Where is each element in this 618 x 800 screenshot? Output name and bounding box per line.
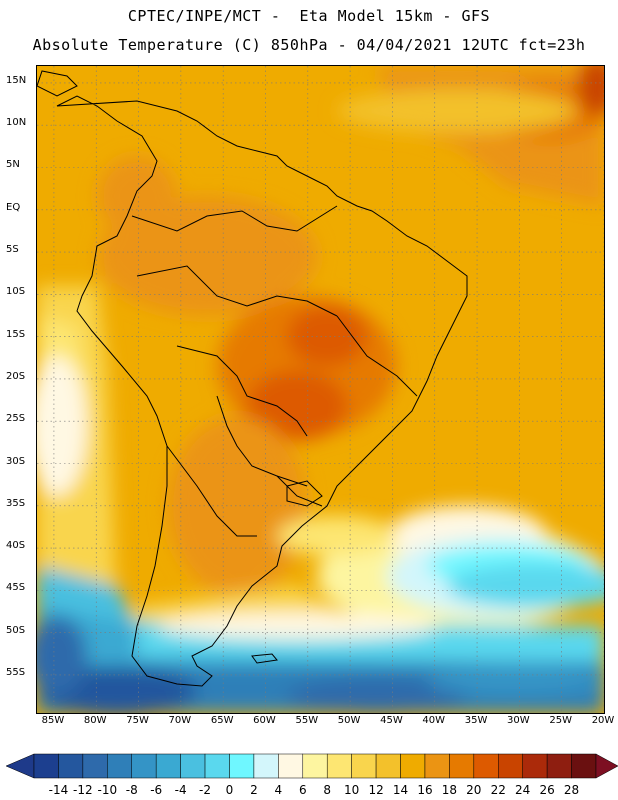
coastline (37, 70, 468, 687)
legend-tick-label: 22 (490, 783, 506, 797)
legend-tick-label: 18 (441, 783, 458, 797)
lat-tick-label: EQ (6, 201, 21, 213)
legend-tick-label: 0 (225, 783, 234, 797)
lat-tick-label: 35S (6, 497, 26, 509)
legend-tick-label: -8 (125, 783, 138, 797)
lon-tick-label: 55W (295, 715, 319, 726)
temperature-map (36, 65, 605, 714)
lon-tick-label: 45W (380, 715, 403, 726)
legend-swatch (400, 753, 426, 779)
legend-swatch (180, 753, 206, 779)
legend-tick-label: 14 (392, 783, 409, 797)
lon-tick-label: 40W (422, 715, 446, 726)
lat-tick-label: 45S (6, 582, 26, 594)
legend-tick-label: -4 (174, 783, 187, 797)
legend-tick-label: 12 (368, 783, 384, 797)
lon-tick-label: 25W (549, 715, 572, 726)
lat-tick-label: 10N (6, 117, 27, 129)
legend-swatch (33, 753, 59, 779)
legend-tick-label: 2 (250, 783, 258, 797)
legend-swatch (424, 753, 450, 779)
legend-swatch (473, 753, 499, 779)
legend-swatch (449, 753, 475, 779)
legend-tick-label: 16 (417, 783, 433, 797)
lon-tick-label: 75W (126, 715, 149, 726)
lat-tick-label: 5S (6, 244, 19, 256)
legend-tick-label: -2 (199, 783, 212, 797)
legend-swatch (326, 753, 352, 779)
legend-swatch (253, 753, 279, 779)
lon-tick-label: 35W (464, 715, 488, 726)
legend-tick-label: 20 (466, 783, 482, 797)
lon-tick-label: 80W (83, 715, 107, 726)
legend-tick-label: 4 (274, 783, 283, 797)
legend-swatch (302, 753, 328, 779)
legend-tick-label: 26 (539, 783, 555, 797)
legend-swatch (278, 753, 304, 779)
legend-swatch (155, 753, 181, 779)
lat-tick-label: 50S (6, 624, 26, 636)
legend-swatch (351, 753, 377, 779)
legend-swatch (204, 753, 230, 779)
legend-swatch (107, 753, 132, 779)
lat-tick-label: 10S (6, 286, 26, 298)
lat-tick-label: 40S (6, 540, 26, 552)
legend-swatch (375, 753, 401, 779)
legend-swatch (82, 753, 108, 779)
lat-tick-label: 5N (6, 159, 20, 171)
legend-tick-label: -14 (48, 783, 69, 797)
legend-tick-label: 10 (344, 783, 360, 797)
lat-tick-label: 20S (6, 370, 26, 382)
lat-tick-label: 15N (6, 74, 27, 86)
temperature-field (37, 66, 604, 713)
lon-tick-label: 70W (168, 715, 192, 726)
legend-swatch (58, 753, 84, 779)
lon-tick-label: 60W (253, 715, 276, 726)
lon-tick-label: 50W (337, 715, 361, 726)
chart-title-line1: CPTEC/INPE/MCT - Eta Model 15km - GFS (127, 7, 491, 25)
lon-tick-label: 65W (210, 715, 234, 726)
chart-title-line2: Absolute Temperature (C) 850hPa - 04/04/… (32, 36, 586, 54)
legend-tick-label: -6 (150, 783, 163, 797)
legend-tick-label: 6 (298, 783, 307, 797)
lon-tick-label: 30W (507, 715, 530, 726)
lon-tick-label: 85W (41, 715, 65, 726)
legend-swatch (229, 753, 255, 779)
color-legend (6, 753, 618, 779)
legend-swatch (498, 753, 523, 779)
legend-tick-label: 28 (563, 783, 580, 797)
lat-tick-label: 25S (6, 413, 26, 425)
legend-swatch (131, 753, 157, 779)
lat-tick-label: 30S (6, 455, 26, 467)
legend-tick-label: -12 (73, 783, 93, 797)
legend-tick-label: 8 (323, 783, 332, 797)
lat-tick-label: 15S (6, 328, 26, 340)
legend-tick-label: -10 (97, 783, 118, 797)
legend-under-arrow (6, 753, 35, 779)
legend-tick-label: 24 (515, 783, 531, 797)
legend-swatch (571, 753, 597, 779)
lat-tick-label: 55S (6, 666, 26, 678)
legend-over-arrow (595, 753, 618, 779)
legend-swatch (522, 753, 548, 779)
lon-tick-label: 20W (591, 715, 615, 726)
legend-swatch (546, 753, 572, 779)
map-canvas (37, 66, 604, 713)
